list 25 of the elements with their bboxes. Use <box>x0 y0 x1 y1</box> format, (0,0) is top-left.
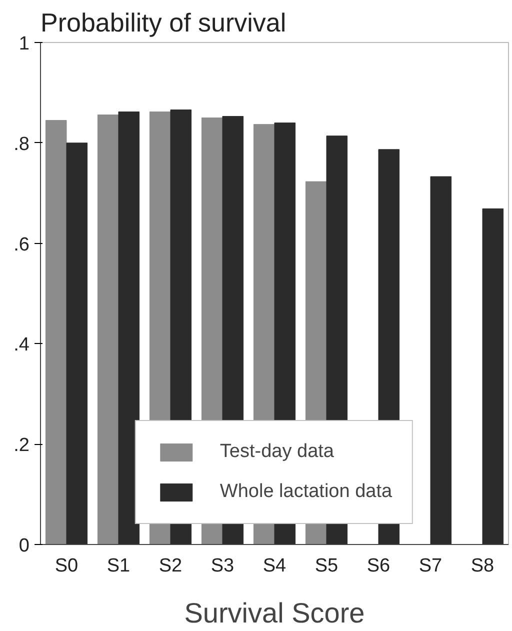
bar <box>97 114 119 544</box>
chart-title: Probability of survival <box>40 8 286 38</box>
y-tick-label: .2 <box>14 435 30 456</box>
legend-label: Test-day data <box>220 441 334 463</box>
bar <box>430 176 452 544</box>
x-tick-label: S3 <box>210 556 234 576</box>
bar <box>66 142 88 544</box>
x-tick-label: S0 <box>54 556 78 576</box>
x-tick-label: S4 <box>262 556 287 576</box>
legend-label: Whole lactation data <box>220 481 392 503</box>
bar <box>118 112 140 544</box>
x-tick-label: S2 <box>158 556 182 576</box>
y-tick-label: 0 <box>18 536 30 556</box>
x-tick-label: S7 <box>418 556 442 576</box>
y-tick-label: .8 <box>14 134 30 155</box>
y-tick-label: .6 <box>14 234 30 256</box>
x-tick-label: S5 <box>314 556 338 576</box>
bar <box>482 208 504 544</box>
y-tick-label: 1 <box>18 34 30 54</box>
x-tick-label: S6 <box>366 556 390 576</box>
y-tick-label: .4 <box>14 334 30 356</box>
x-tick-label: S1 <box>106 556 130 576</box>
x-tick-label: S8 <box>470 556 494 576</box>
bar <box>45 120 67 544</box>
x-axis-title: Survival Score <box>184 598 365 628</box>
